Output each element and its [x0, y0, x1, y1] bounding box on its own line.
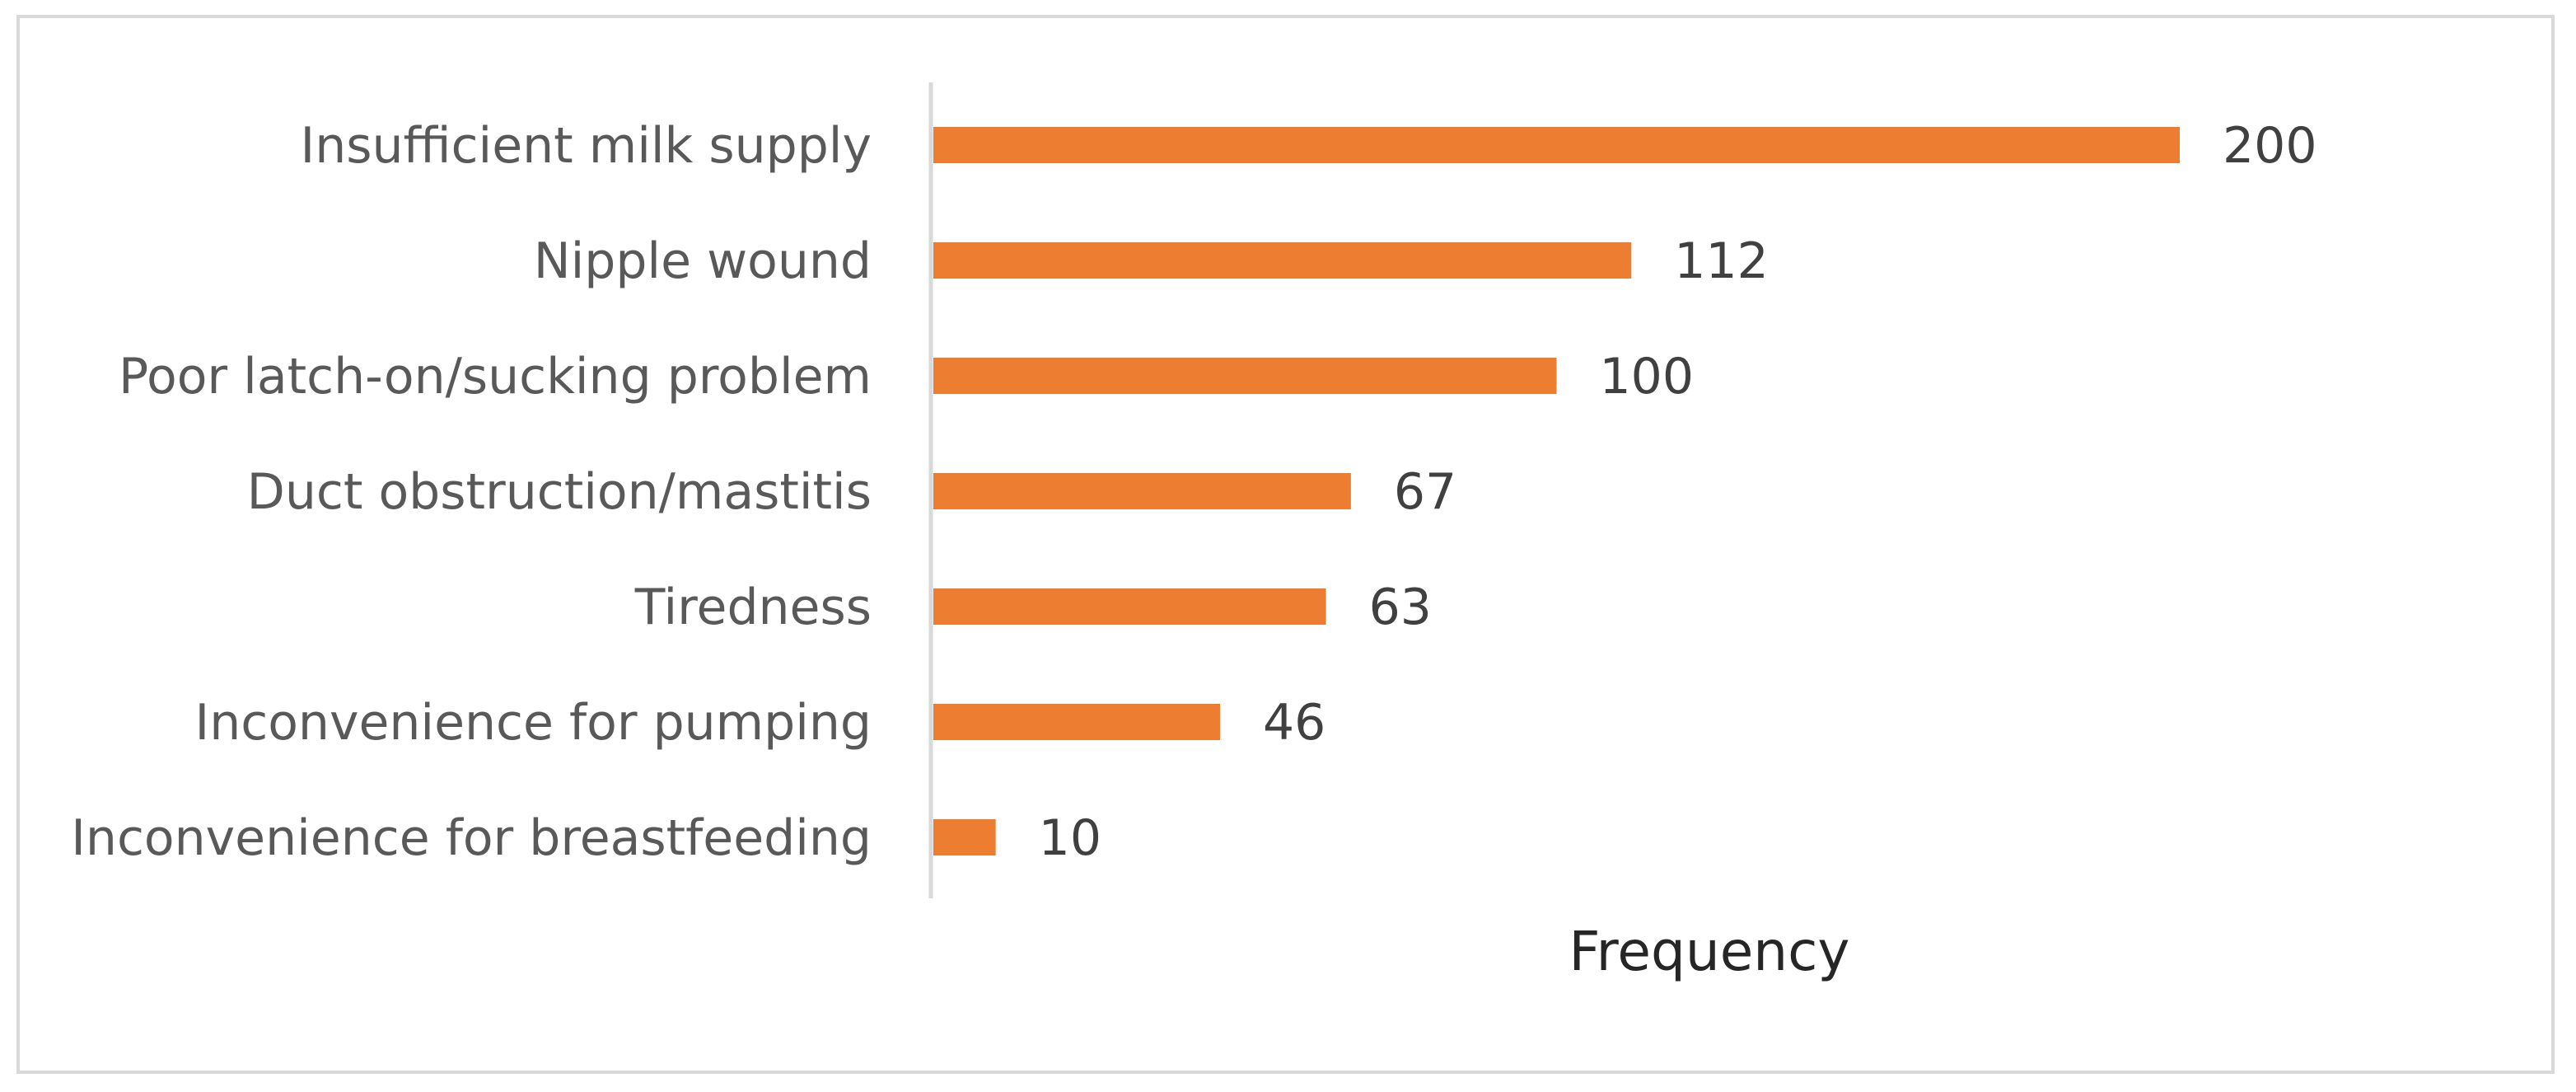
- category-label: Inconvenience for pumping: [195, 694, 872, 752]
- bar: [933, 127, 2180, 163]
- chart-frame: [16, 15, 2555, 1074]
- value-labels: 200 112 100 67 63 46 10: [1039, 117, 2317, 867]
- x-axis-title: Frequency: [1569, 920, 1850, 983]
- bar: [933, 358, 1557, 394]
- category-label: Inconvenience for breastfeeding: [71, 809, 872, 867]
- bar: [933, 819, 996, 855]
- value-label: 63: [1369, 579, 1432, 636]
- value-label: 67: [1394, 463, 1456, 521]
- value-label: 200: [2223, 117, 2317, 175]
- bars-group: [933, 127, 2180, 855]
- category-labels: Insufficient milk supply Nipple wound Poor…: [71, 117, 872, 867]
- value-label: 100: [1600, 348, 1695, 405]
- bar: [933, 473, 1351, 509]
- category-label: Nipple wound: [534, 232, 872, 290]
- bar: [933, 588, 1326, 625]
- category-label: Tiredness: [634, 579, 872, 636]
- category-label: Duct obstruction/mastitis: [247, 463, 872, 521]
- category-label: Insufficient milk supply: [301, 117, 872, 175]
- value-label: 112: [1674, 232, 1769, 290]
- value-label: 10: [1039, 809, 1101, 867]
- category-label: Poor latch-on/sucking problem: [119, 348, 872, 405]
- value-label: 46: [1263, 694, 1325, 752]
- bar: [933, 704, 1220, 740]
- bar: [933, 242, 1632, 279]
